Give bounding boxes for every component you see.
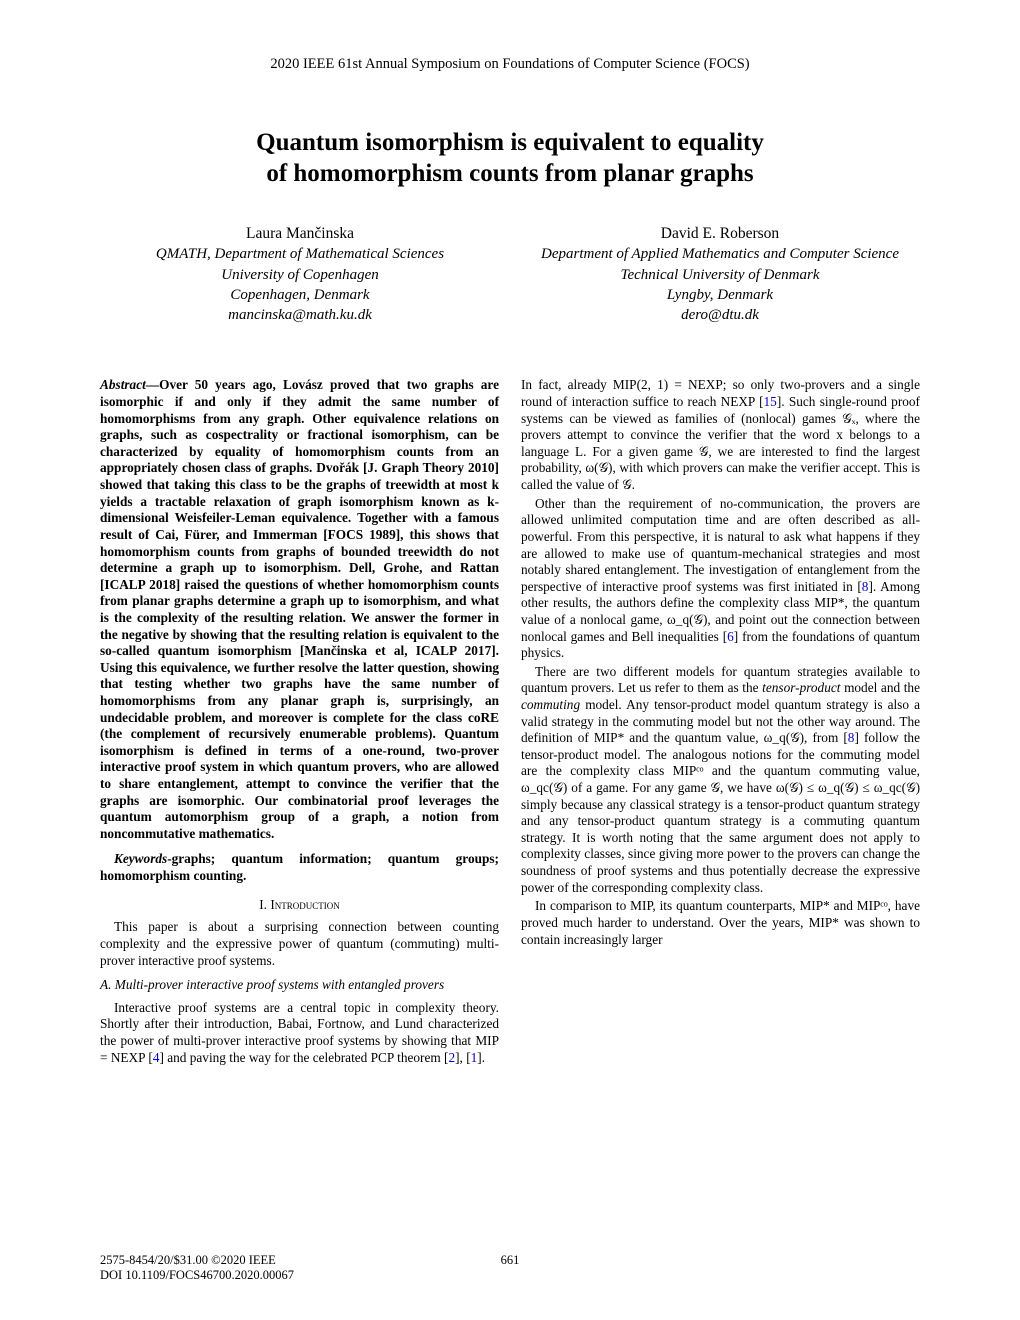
subsection-a-heading: A. Multi-prover interactive proof system… (100, 977, 499, 994)
col2-paragraph-3: There are two different models for quant… (521, 664, 920, 897)
paper-title: Quantum isomorphism is equivalent to equ… (100, 127, 920, 190)
col2-p3-text-b: model and the (840, 680, 920, 695)
author-1: Laura Mančinska QMATH, Department of Mat… (100, 224, 500, 326)
author-1-name: Laura Mančinska (100, 224, 500, 245)
col2-paragraph-4: In comparison to MIP, its quantum counte… (521, 898, 920, 948)
column-left: Abstract—Over 50 years ago, Lovász prove… (100, 377, 499, 1066)
col2-p3-text-d: ] follow the tensor-product model. The a… (521, 730, 920, 894)
col2-paragraph-1: In fact, already MIP(2, 1) = NEXP; so on… (521, 377, 920, 493)
sub-a-p1-text-d: ]. (477, 1050, 485, 1065)
title-line-1: Quantum isomorphism is equivalent to equ… (256, 129, 764, 156)
author-1-email: mancinska@math.ku.dk (100, 305, 500, 325)
page-number: 661 (501, 1253, 520, 1268)
author-2-email: dero@dtu.dk (520, 305, 920, 325)
col2-p2-text-a: Other than the requirement of no-communi… (521, 496, 920, 594)
title-line-2: of homomorphism counts from planar graph… (266, 160, 753, 187)
abstract-text: —Over 50 years ago, Lovász proved that t… (100, 377, 499, 840)
page-footer: 2575-8454/20/$31.00 ©2020 IEEE DOI 10.11… (100, 1253, 920, 1284)
author-2-affil-3: Lyngby, Denmark (520, 285, 920, 305)
conference-header: 2020 IEEE 61st Annual Symposium on Found… (100, 56, 920, 73)
author-2-affil-1: Department of Applied Mathematics and Co… (520, 244, 920, 264)
section-1-heading: I. Introduction (100, 897, 499, 914)
column-right: In fact, already MIP(2, 1) = NEXP; so on… (521, 377, 920, 1066)
keywords-label: Keywords (114, 851, 167, 866)
subsection-a-paragraph-1: Interactive proof systems are a central … (100, 1000, 499, 1066)
col2-p3-em-2: commuting (521, 697, 580, 712)
sub-a-p1-text-c: ], [ (455, 1050, 471, 1065)
abstract-label: Abstract (100, 377, 146, 392)
author-1-affil-2: University of Copenhagen (100, 265, 500, 285)
author-1-affil-3: Copenhagen, Denmark (100, 285, 500, 305)
body-columns: Abstract—Over 50 years ago, Lovász prove… (100, 377, 920, 1066)
authors-block: Laura Mančinska QMATH, Department of Mat… (100, 224, 920, 326)
author-1-affil-1: QMATH, Department of Mathematical Scienc… (100, 244, 500, 264)
footer-doi: DOI 10.1109/FOCS46700.2020.00067 (100, 1268, 294, 1284)
ref-6[interactable]: 6 (727, 629, 734, 644)
author-2-name: David E. Roberson (520, 224, 920, 245)
author-2: David E. Roberson Department of Applied … (520, 224, 920, 326)
intro-paragraph-1: This paper is about a surprising connect… (100, 919, 499, 969)
keywords: Keywords-graphs; quantum information; qu… (100, 851, 499, 884)
sub-a-p1-text-b: ] and paving the way for the celebrated … (159, 1050, 448, 1065)
abstract: Abstract—Over 50 years ago, Lovász prove… (100, 377, 499, 842)
author-2-affil-2: Technical University of Denmark (520, 265, 920, 285)
col2-paragraph-2: Other than the requirement of no-communi… (521, 496, 920, 662)
ref-15[interactable]: 15 (764, 394, 777, 409)
footer-issn: 2575-8454/20/$31.00 ©2020 IEEE (100, 1253, 294, 1269)
col2-p3-em-1: tensor-product (762, 680, 840, 695)
footer-left: 2575-8454/20/$31.00 ©2020 IEEE DOI 10.11… (100, 1253, 294, 1284)
